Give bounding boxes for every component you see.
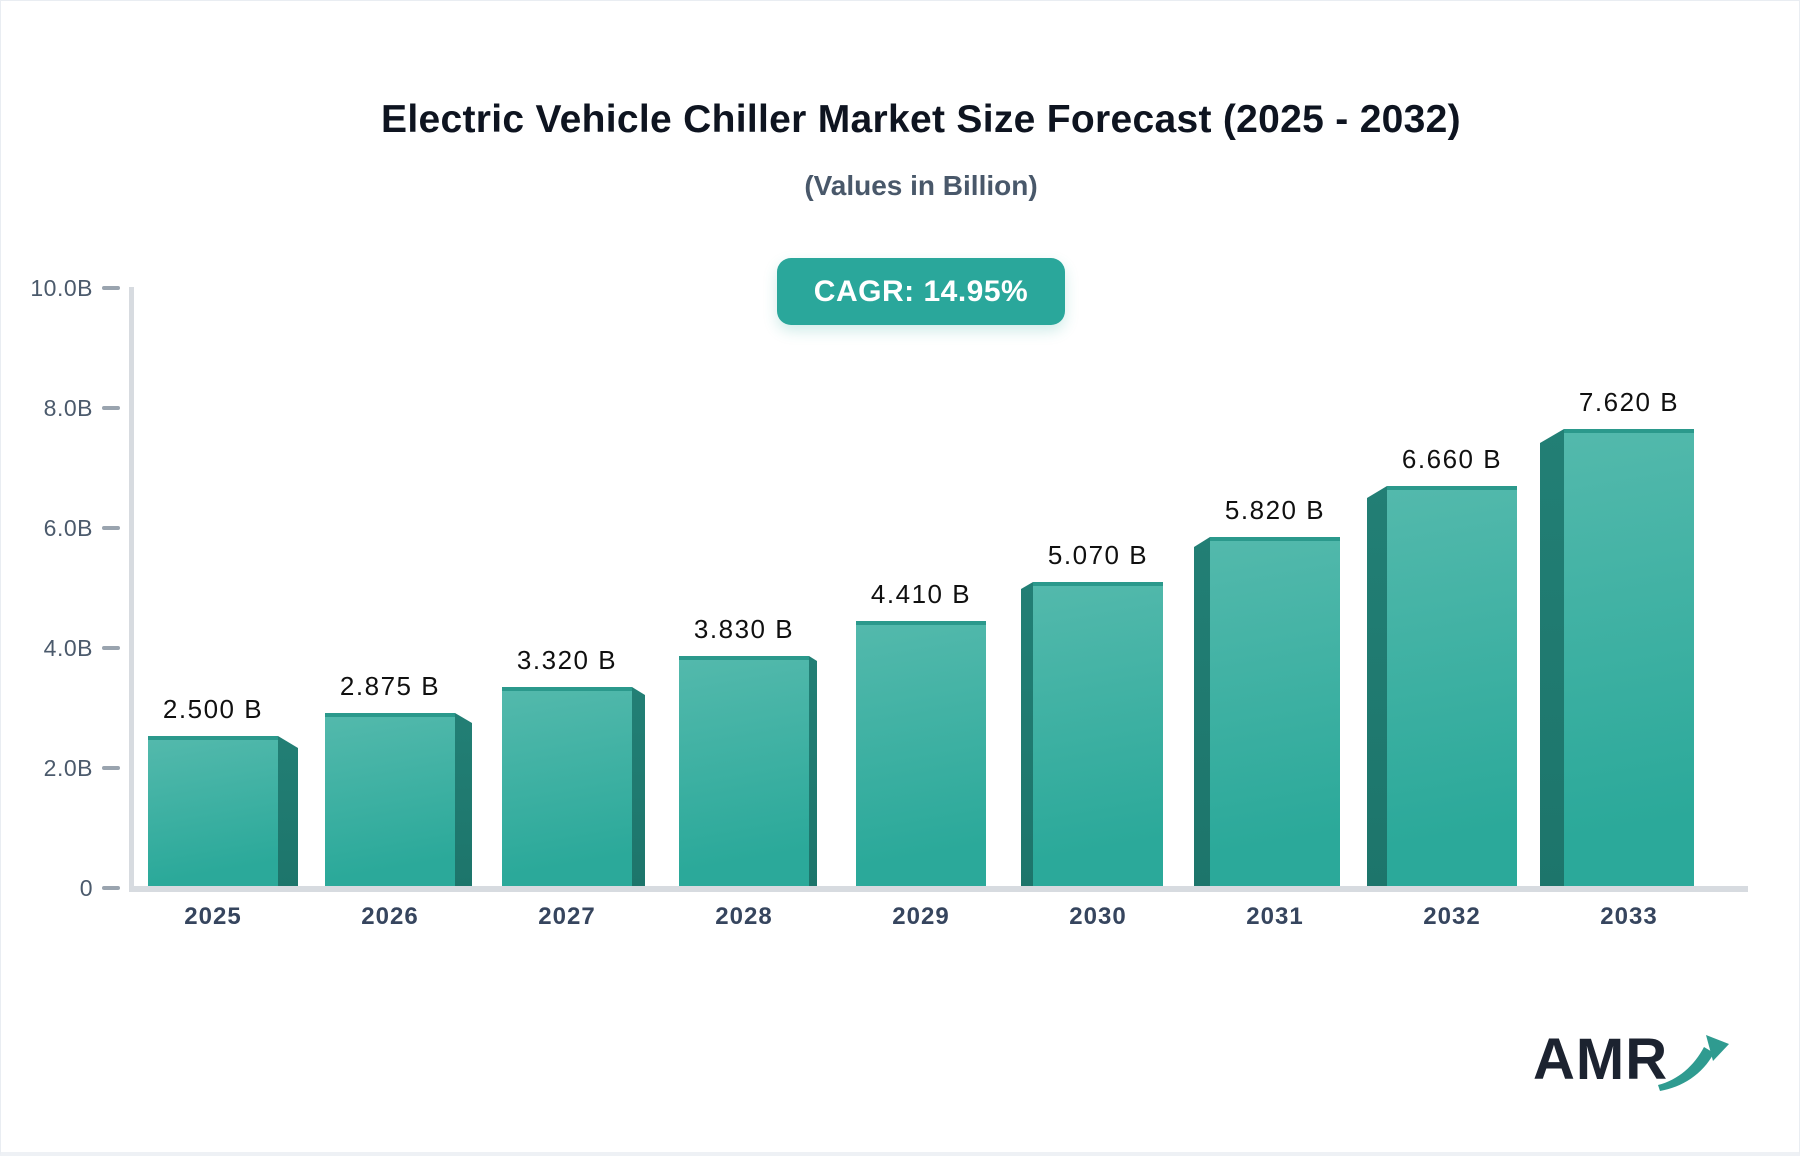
x-axis-category-label: 2030	[1069, 903, 1127, 930]
bar-value-label: 7.620 B	[1578, 387, 1680, 417]
chart-title: Electric Vehicle Chiller Market Size For…	[381, 98, 1461, 141]
bar-2027	[502, 687, 632, 886]
bar-value-label: 4.410 B	[870, 579, 972, 609]
y-axis-tick-mark	[102, 286, 120, 290]
bar-3d-side-2027	[632, 687, 645, 886]
y-axis-tick-mark	[102, 886, 120, 890]
y-axis-tick-label: 6.0B	[43, 515, 93, 541]
bar-2025	[148, 736, 278, 886]
plot-area: 10.0B 8.0B 6.0B 4.0B 2.0B 0 2.500 B 2025 2.875 B…	[1, 275, 1799, 987]
y-axis-tick-label: 10.0B	[30, 275, 93, 301]
bar-2032	[1387, 486, 1517, 886]
bar-value-label: 6.660 B	[1401, 444, 1503, 474]
trending-up-arrow-icon	[1658, 1035, 1730, 1091]
bar-2031	[1210, 537, 1340, 886]
y-axis-tick-label: 2.0B	[43, 755, 93, 781]
bar-2030	[1033, 582, 1163, 886]
x-axis-category-label: 2027	[538, 903, 596, 930]
bar-3d-side-2025	[278, 736, 298, 886]
y-axis-tick-mark	[102, 646, 120, 650]
bar-3d-side-2026	[455, 713, 472, 886]
y-axis-tick-mark	[102, 406, 120, 410]
bar-2028	[679, 656, 809, 886]
x-axis-category-label: 2028	[715, 903, 773, 930]
x-axis-category-label: 2033	[1600, 903, 1658, 930]
bar-value-label: 5.820 B	[1224, 495, 1326, 525]
bar-2026	[325, 713, 455, 886]
y-axis-tick-label: 0	[79, 875, 93, 901]
bar-value-label: 3.320 B	[516, 645, 618, 675]
y-axis-line	[129, 287, 134, 892]
cagr-badge: CAGR: 14.95%	[777, 258, 1065, 325]
bar-3d-side-2033	[1540, 429, 1564, 886]
bar-2033	[1564, 429, 1694, 886]
bar-value-label: 2.875 B	[339, 671, 441, 701]
bar-2029	[856, 621, 986, 886]
y-axis-tick-label: 4.0B	[43, 635, 93, 661]
y-axis-tick-mark	[102, 526, 120, 530]
bar-3d-side-2028	[809, 656, 817, 886]
x-axis-category-label: 2026	[361, 903, 419, 930]
amr-logo-text: AMR	[1533, 1027, 1669, 1092]
bar-value-label: 3.830 B	[693, 614, 795, 644]
bar-value-label: 2.500 B	[162, 694, 264, 724]
x-axis-category-label: 2031	[1246, 903, 1304, 930]
amr-logo: AMR	[1533, 1031, 1730, 1097]
y-axis-tick-label: 8.0B	[43, 395, 93, 421]
bar-3d-side-2031	[1194, 537, 1210, 886]
x-axis-category-label: 2029	[892, 903, 950, 930]
x-axis-category-label: 2025	[184, 903, 242, 930]
bar-3d-side-2030	[1021, 582, 1033, 886]
chart-subtitle: (Values in Billion)	[804, 170, 1038, 201]
bar-3d-side-2032	[1367, 486, 1387, 886]
cagr-badge-label: CAGR: 14.95%	[813, 274, 1029, 308]
x-axis-line	[129, 886, 1748, 892]
bar-value-label: 5.070 B	[1047, 540, 1149, 570]
y-axis-tick-mark	[102, 766, 120, 770]
x-axis-category-label: 2032	[1423, 903, 1481, 930]
